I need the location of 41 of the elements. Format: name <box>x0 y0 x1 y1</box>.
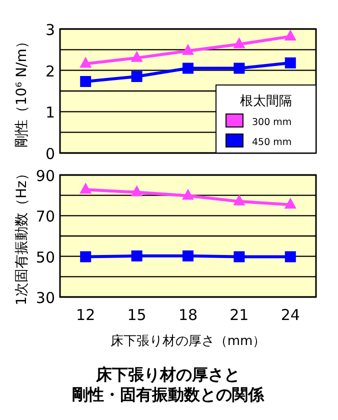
y-tick-label: 1 <box>45 104 55 122</box>
y-axis-title: 剛性（10⁶ N/m） <box>14 34 30 148</box>
point <box>233 37 246 48</box>
y-tick-label: 70 <box>36 208 55 226</box>
point <box>284 198 296 209</box>
y-tick-label: 30 <box>36 289 55 307</box>
legend-label: 450 mm <box>252 137 292 148</box>
point <box>182 250 194 262</box>
point <box>182 62 194 74</box>
point <box>80 56 92 68</box>
y-axis-title: 1次固有振動数（Hz） <box>14 166 30 306</box>
point <box>80 182 92 194</box>
x-tick-label: 24 <box>280 306 300 324</box>
point <box>130 185 143 196</box>
point <box>80 76 92 87</box>
point <box>233 194 246 206</box>
point <box>284 57 296 68</box>
x-axis-title: 床下張り材の厚さ（mm） <box>110 334 266 349</box>
legend-label: 300 mm <box>252 117 292 128</box>
point <box>182 188 194 200</box>
point <box>131 71 142 82</box>
x-tick-label: 15 <box>127 306 146 324</box>
y-tick-label: 50 <box>36 248 55 266</box>
point <box>131 250 142 262</box>
x-tick-label: 12 <box>76 306 96 324</box>
point <box>284 251 296 262</box>
point <box>130 50 143 62</box>
y-tick-label: 0 <box>45 145 55 163</box>
legend-title: 根太間隔 <box>240 94 292 109</box>
text: 剛性・固有振動数との関係 <box>72 385 265 404</box>
y-tick-label: 90 <box>36 167 55 185</box>
point <box>284 29 296 40</box>
point <box>234 62 245 74</box>
y-tick-label: 2 <box>45 62 55 80</box>
point <box>80 251 92 262</box>
x-tick-label: 21 <box>230 306 249 324</box>
text: 床下張り材の厚さと <box>95 365 240 384</box>
x-tick-label: 18 <box>178 306 198 324</box>
point <box>234 251 245 262</box>
point <box>182 44 194 55</box>
y-tick-label: 3 <box>45 21 55 39</box>
